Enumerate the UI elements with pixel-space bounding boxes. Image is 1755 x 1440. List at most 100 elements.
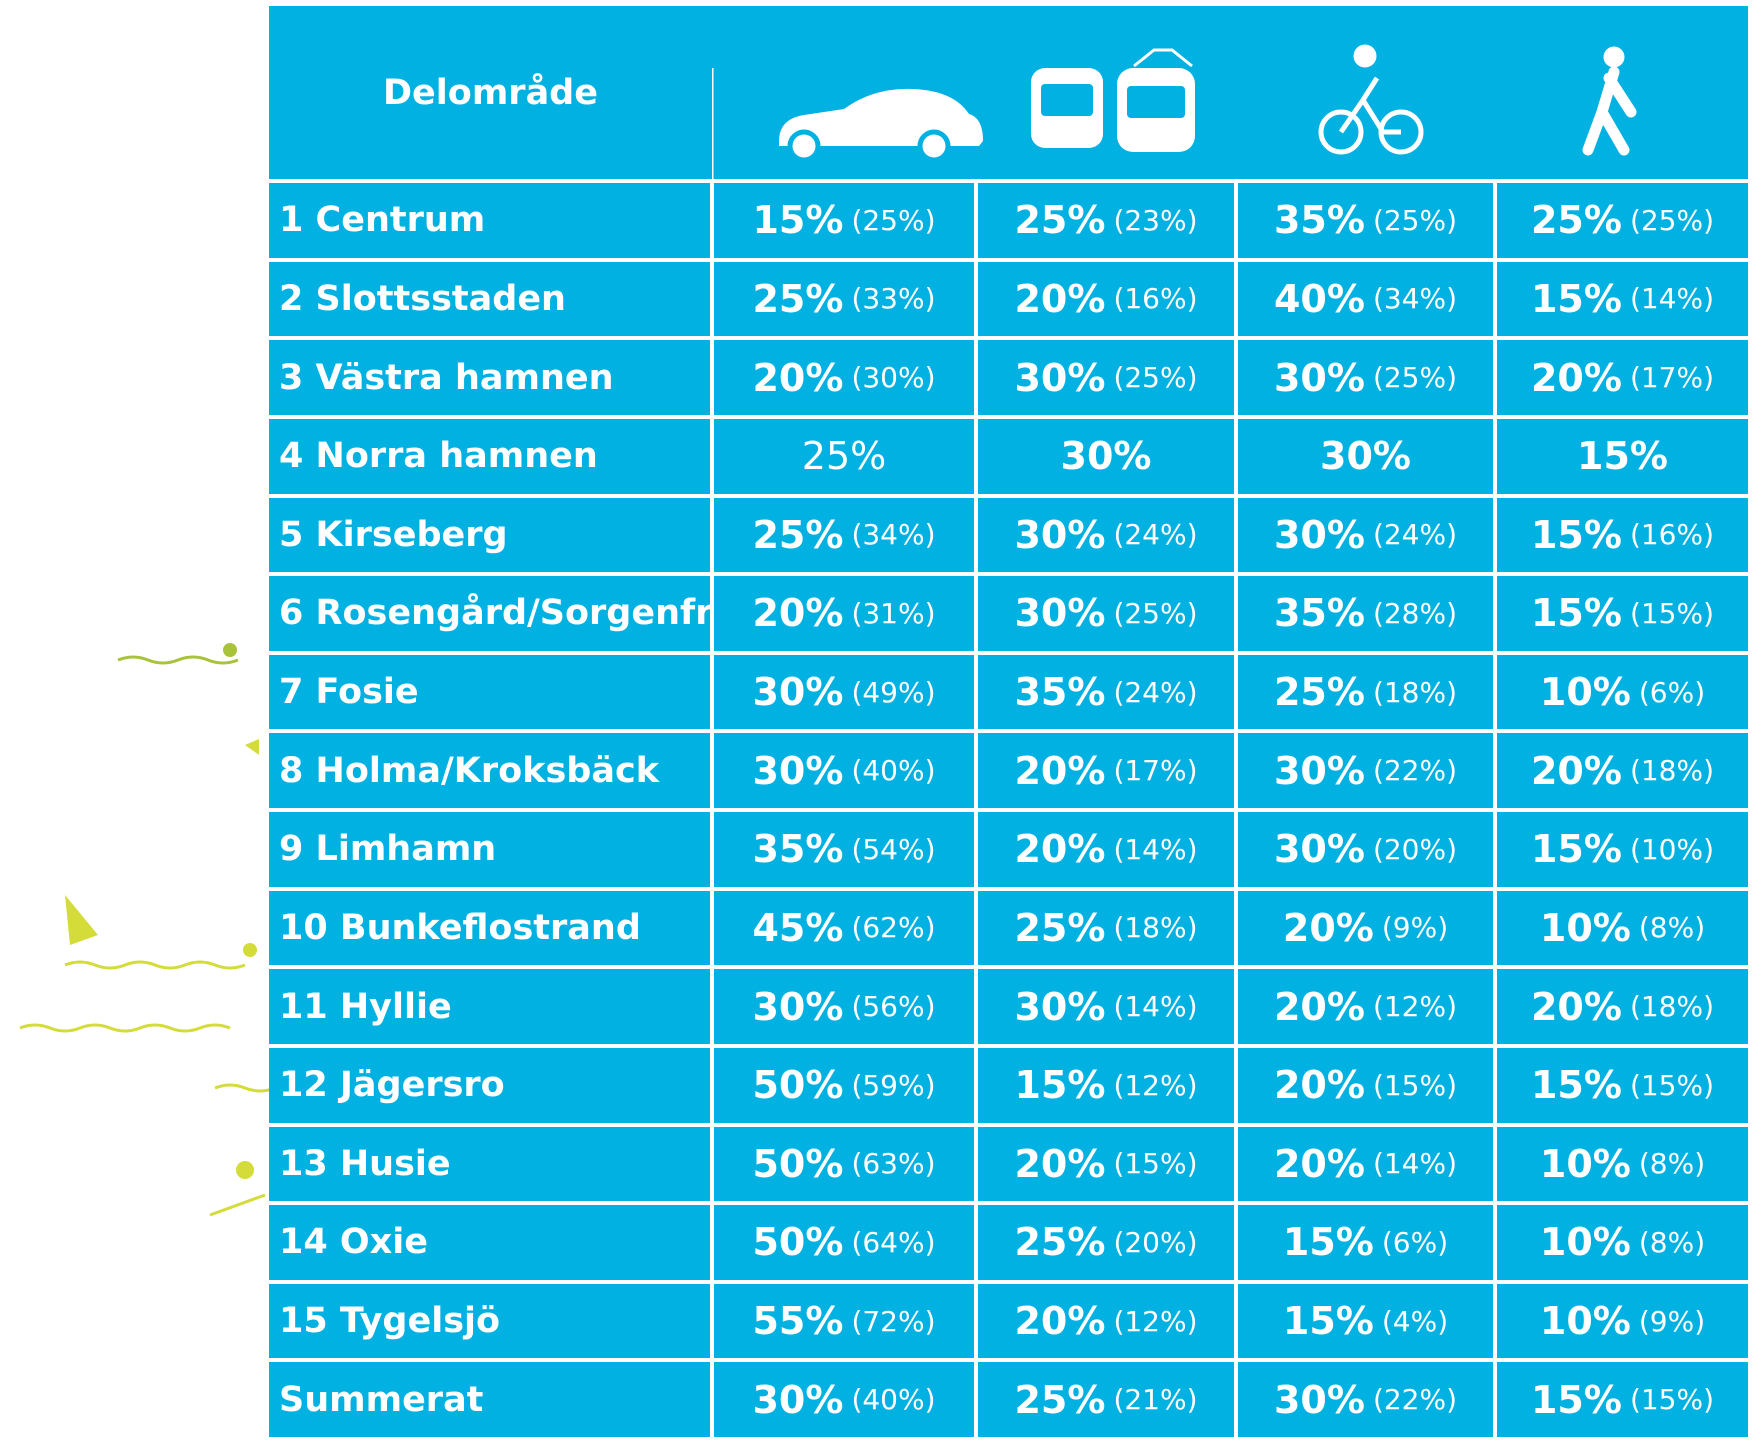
share-cell: 55% (72%) [714,1283,974,1359]
share-cell: 15% (6%) [1238,1205,1493,1280]
share-cell: 20% (12%) [978,1283,1234,1359]
share: 25% [801,434,887,479]
share-cell: 20% (30%) [714,340,974,415]
wave [19,1023,231,1033]
share-reference: (54%) [851,832,936,866]
share: 20% [1273,984,1365,1029]
share-cell: 30% (40%) [714,1362,974,1437]
share-reference: (8%) [1638,911,1706,945]
share-cell: 15% (10%) [1497,812,1748,887]
share: 10% [1539,905,1631,950]
share: 15% [1530,827,1622,872]
share: 20% [752,591,844,636]
share-reference: (72%) [851,1304,936,1338]
walker-icon [1582,46,1637,156]
share: 20% [1530,355,1622,400]
share: 30% [1014,984,1106,1029]
share-reference: (14%) [1113,990,1198,1024]
share-cell: 30% (20%) [1238,812,1493,887]
share-reference: (15%) [1372,1068,1458,1102]
share-reference: (21%) [1113,1383,1198,1417]
share-reference: (24%) [1372,518,1458,552]
share: 20% [1014,1141,1106,1186]
share-cell: 30% (56%) [714,969,974,1044]
area-name: 10 Bunkeflostrand [269,890,710,966]
share-cell: 20% (16%) [978,261,1234,337]
share: 15% [1282,1299,1374,1344]
share: 20% [1530,984,1622,1029]
share-cell: 15% (4%) [1238,1283,1493,1359]
share-reference: (15%) [1629,1068,1715,1102]
share: 30% [1014,355,1106,400]
share-cell: 10% (9%) [1497,1283,1748,1359]
area-name: 14 Oxie [269,1205,710,1280]
share: 50% [752,1063,844,1108]
share: 15% [1530,591,1622,636]
share-cell: 15% [1497,418,1748,494]
share-reference: (18%) [1629,990,1715,1024]
share-reference: (63%) [851,1147,936,1181]
share: 30% [1273,1377,1365,1422]
share-cell: 15% (14%) [1497,261,1748,337]
share-cell: 20% (17%) [1497,340,1748,415]
share-reference: (16%) [1629,518,1715,552]
share-cell: 30% (25%) [978,576,1234,651]
share-reference: (24%) [1113,518,1198,552]
share-cell: 20% (15%) [978,1126,1234,1202]
share-reference: (25%) [1372,361,1458,395]
share: 25% [752,276,844,321]
share-reference: (12%) [1113,1068,1198,1102]
share: 10% [1539,1299,1631,1344]
share-reference: (25%) [1372,203,1458,237]
share-reference: (64%) [851,1225,936,1259]
share-reference: (18%) [1113,911,1198,945]
share-cell: 10% (6%) [1497,654,1748,730]
share-reference: (25%) [1113,361,1198,395]
area-name: 12 Jägersro [269,1047,710,1123]
share-cell: 20% (12%) [1238,969,1493,1044]
share: 25% [1014,1220,1106,1265]
share-reference: (12%) [1372,990,1458,1024]
area-name: 2 Slottsstaden [269,261,710,337]
share: 25% [1273,670,1365,715]
share-reference: (25%) [1113,596,1198,630]
share-cell: 30% (22%) [1238,1362,1493,1437]
share-cell: 35% (25%) [1238,183,1493,258]
share-cell: 20% (17%) [978,733,1234,808]
share-reference: (28%) [1372,596,1458,630]
share: 30% [752,670,844,715]
share: 15% [1530,512,1622,557]
share-cell: 10% (8%) [1497,890,1748,966]
share: 50% [752,1220,844,1265]
share-cell: 30% (24%) [1238,497,1493,573]
area-name: 6 Rosengård/Sorgenfri [269,576,725,651]
share-reference: (9%) [1381,911,1449,945]
share-cell: 25% (18%) [978,890,1234,966]
share-cell: 20% (31%) [714,576,974,651]
share-reference: (31%) [851,596,936,630]
share: 15% [1530,276,1622,321]
buoy [245,739,259,755]
share-reference: (24%) [1113,675,1198,709]
share: 15% [1577,434,1668,479]
share-cell: 15% (25%) [714,183,974,258]
share: 25% [1014,1377,1106,1422]
share: 35% [1273,198,1365,243]
swimmer [243,943,257,957]
share-cell: 35% (24%) [978,654,1234,730]
share: 15% [1014,1063,1106,1108]
share: 20% [1014,276,1106,321]
share-reference: (25%) [1629,203,1715,237]
share-cell: 25% (34%) [714,497,974,573]
share: 20% [1282,905,1374,950]
share-reference: (18%) [1372,675,1458,709]
share: 50% [752,1141,844,1186]
share-cell: 30% (49%) [714,654,974,730]
share-reference: (49%) [851,675,936,709]
share-cell: 50% (59%) [714,1047,974,1123]
share-cell: 35% (28%) [1238,576,1493,651]
share: 20% [1273,1063,1365,1108]
area-name: 15 Tygelsjö [269,1283,710,1359]
share-reference: (8%) [1638,1225,1706,1259]
